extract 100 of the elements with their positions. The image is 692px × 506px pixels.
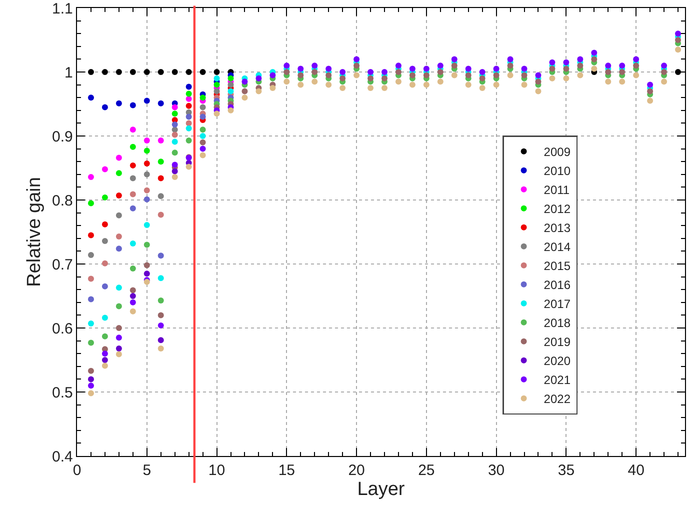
point [172,138,178,145]
legend-label: 2009 [544,145,571,160]
point [270,72,276,78]
x-tick-label: 40 [628,462,644,480]
point [340,85,346,91]
point [130,287,136,294]
point [298,72,304,78]
point [451,72,458,78]
point [395,78,402,85]
x-tick-label: 30 [488,462,505,480]
point [507,72,514,78]
legend-label: 2017 [544,297,571,312]
point [521,72,528,78]
point [661,62,668,69]
point [661,69,668,75]
point [423,66,430,72]
point [172,168,178,174]
point [172,162,178,168]
point [102,69,108,75]
point [102,194,108,200]
point [591,50,598,56]
point [423,82,430,88]
legend-label: 2014 [544,240,571,254]
point [437,62,444,69]
point [102,350,108,357]
point [633,72,640,78]
point [144,270,150,277]
y-tick-label: 0.4 [52,448,73,466]
point [465,72,472,78]
point [130,162,136,168]
point [158,345,164,352]
point [186,137,192,144]
point [242,94,248,101]
y-tick-label: 0.5 [52,384,73,402]
point [535,72,542,78]
point [186,69,192,75]
point [675,30,682,37]
point [312,78,318,85]
point [563,59,570,66]
point [158,100,164,106]
point [354,56,360,62]
point [340,69,346,75]
point [102,314,108,321]
point [158,212,164,218]
point [144,222,150,228]
point [647,88,654,94]
x-tick-label: 10 [208,462,226,480]
point [451,56,458,62]
point [102,283,108,290]
point [102,166,108,172]
point [172,69,178,75]
point [256,88,262,94]
point [549,75,556,82]
point [423,72,430,78]
point [144,69,150,75]
point [493,66,500,72]
point [172,110,178,117]
point [228,88,234,94]
point [507,56,514,62]
point [326,66,332,72]
point [507,62,514,69]
point [312,69,318,75]
point [451,62,458,69]
point [144,171,150,178]
point [200,126,206,133]
point [158,69,164,75]
point [158,322,164,328]
point [186,114,192,120]
point [256,75,262,82]
point [633,62,640,69]
point [535,88,542,94]
point [479,75,486,82]
y-tick-label: 0.6 [52,320,73,338]
x-tick-label: 20 [348,462,365,480]
legend-label: 2022 [544,392,571,406]
legend-label: 2021 [544,373,571,388]
x-tick-label: 5 [142,462,152,480]
point [158,193,164,200]
point [354,72,360,78]
point [88,252,94,258]
point [116,345,122,352]
point [144,242,150,248]
point [577,72,584,78]
point [521,82,528,88]
point [116,351,122,358]
legend-label: 2010 [544,164,571,178]
legend-label: 2019 [544,335,571,350]
x-tick-label: 35 [558,462,575,480]
point [88,200,94,206]
point [88,174,94,180]
point [172,132,178,138]
legend-label: 2012 [544,202,571,216]
legend-label: 2020 [544,354,571,368]
point [144,187,150,194]
y-tick-label: 0.9 [52,128,73,146]
point [116,233,122,240]
point [88,340,94,346]
point [88,94,94,101]
point [130,293,136,299]
point [186,125,192,132]
